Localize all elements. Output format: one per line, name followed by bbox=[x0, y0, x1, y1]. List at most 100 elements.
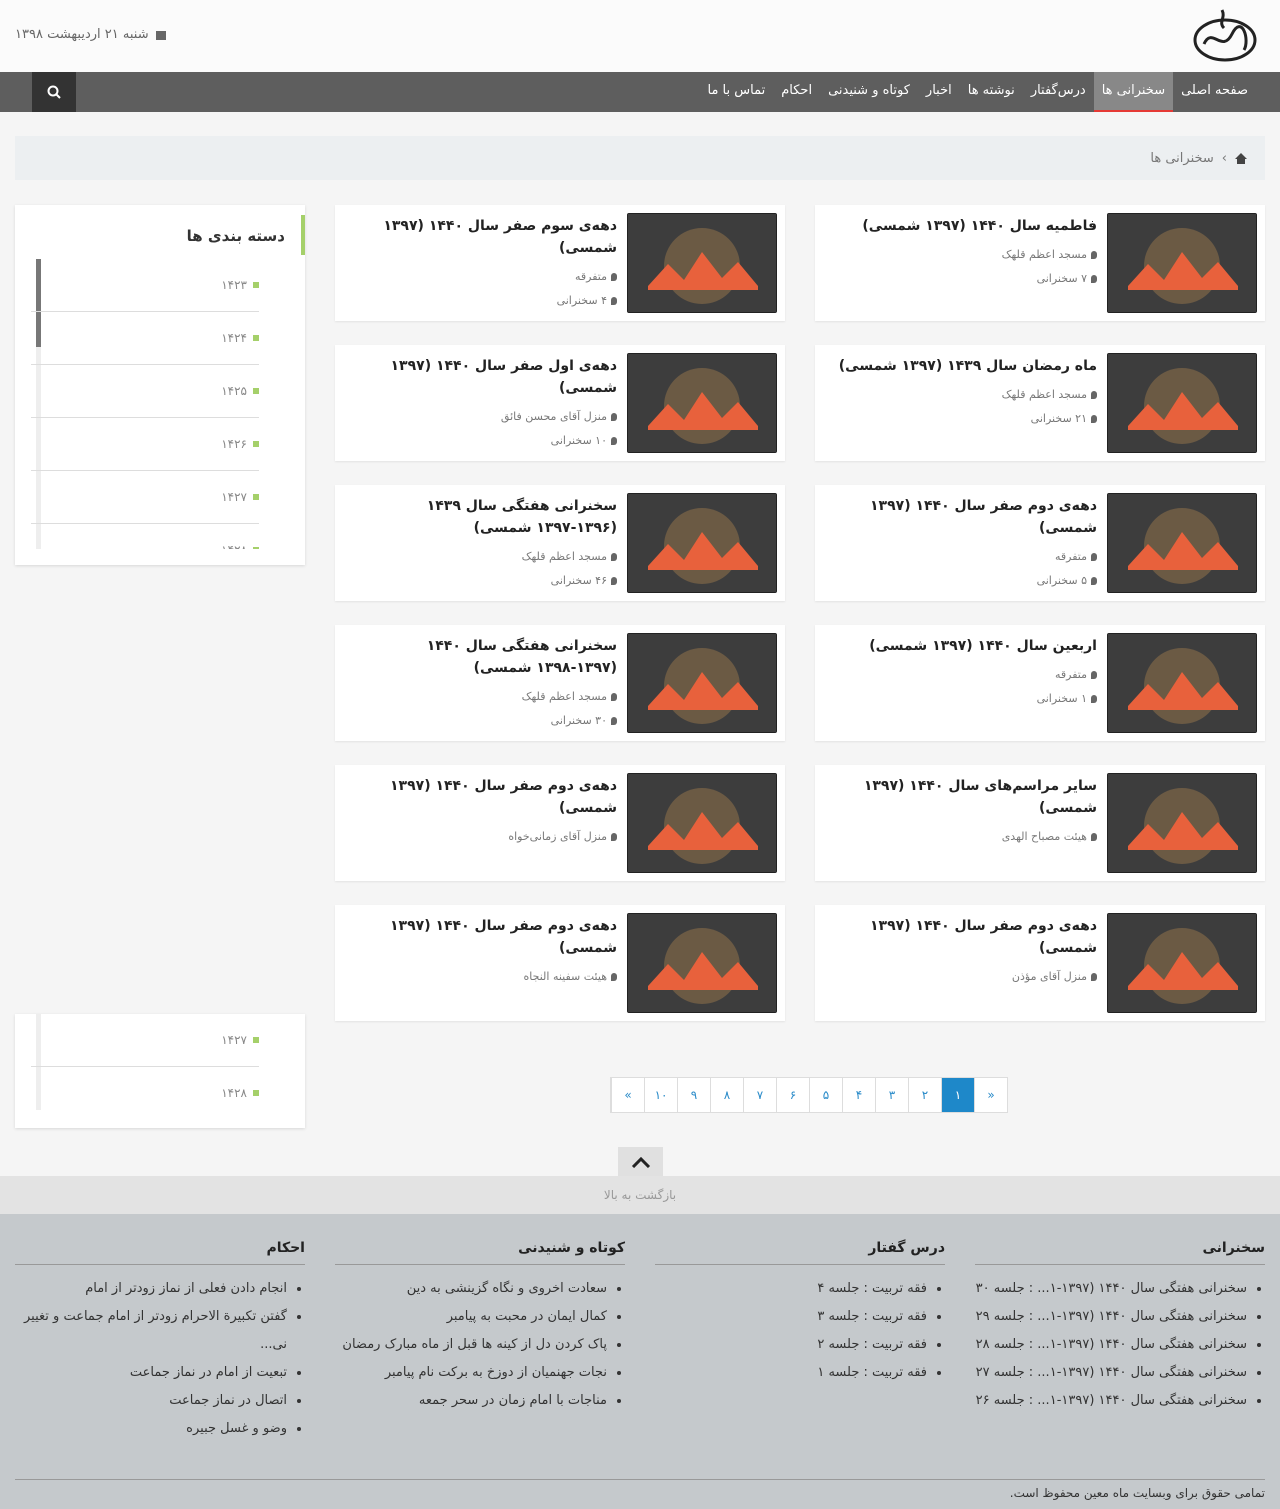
footer-link[interactable]: گفتن تکبیرة الاحرام زودتر از امام جماعت … bbox=[15, 1303, 287, 1359]
category-label: ۱۴۲۸ bbox=[221, 1086, 247, 1100]
breadcrumb: › سخنرانی ها bbox=[15, 136, 1265, 180]
place-icon bbox=[611, 413, 617, 421]
card-title[interactable]: سخنرانی هفتگی سال ۱۴۴۰ (۱۳۹۷-۱۳۹۸ شمسی) bbox=[426, 638, 617, 676]
thumb-art bbox=[628, 354, 776, 452]
nav-bar: صفحه اصلی سخنرانی ها درس‌گفتار نوشته ها اخبا… bbox=[0, 72, 1280, 112]
page-link[interactable]: « bbox=[974, 1078, 1007, 1112]
nav-link[interactable]: اخبار bbox=[925, 83, 952, 98]
home-icon[interactable] bbox=[1235, 152, 1247, 164]
category-item[interactable]: ۱۴۲۷ bbox=[31, 471, 259, 524]
date: شنبه ۲۱ اردیبهشت ۱۳۹۸ bbox=[15, 27, 167, 42]
page-link[interactable]: ۹ bbox=[677, 1078, 710, 1112]
lecture-card[interactable]: اربعین سال ۱۴۴۰ (۱۳۹۷ شمسی) متفرقه ۱ سخنرا… bbox=[815, 625, 1265, 741]
nav-link[interactable]: کوتاه و شنیدنی bbox=[828, 83, 910, 98]
nav-link[interactable]: سخنرانی ها bbox=[1093, 72, 1174, 112]
lecture-card[interactable]: دهه‌ی سوم صفر سال ۱۴۴۰ (۱۳۹۷ شمسی) متفرقه… bbox=[335, 205, 785, 321]
category-item[interactable]: ۱۴۲۶ bbox=[31, 418, 259, 471]
bullet bbox=[253, 388, 259, 394]
logo[interactable] bbox=[1192, 6, 1258, 64]
category-label: ۱۴۲۴ bbox=[221, 331, 247, 345]
card-info: اربعین سال ۱۴۴۰ (۱۳۹۷ شمسی) متفرقه ۱ سخنرا… bbox=[823, 633, 1097, 733]
card-title[interactable]: دهه‌ی دوم صفر سال ۱۴۴۰ (۱۳۹۷ شمسی) bbox=[390, 918, 617, 956]
page-link[interactable]: » bbox=[611, 1078, 644, 1112]
lecture-card[interactable]: دهه‌ی دوم صفر سال ۱۴۴۰ (۱۳۹۷ شمسی) منزل آ… bbox=[815, 905, 1265, 1021]
footer-link[interactable]: کمال ایمان در محبت به پیامبر bbox=[335, 1303, 607, 1331]
footer-link[interactable]: سخنرانی هفتگی سال ۱۴۴۰ (۱۳۹۷-۱... : جلسه… bbox=[975, 1331, 1247, 1359]
category-label: ۱۴۲۳ bbox=[221, 278, 247, 292]
footer-title: سخنرانی bbox=[975, 1240, 1265, 1265]
back-to-top-button[interactable] bbox=[618, 1147, 663, 1176]
search-button[interactable] bbox=[32, 72, 76, 112]
footer-link[interactable]: سخنرانی هفتگی سال ۱۴۴۰ (۱۳۹۷-۱... : جلسه… bbox=[975, 1387, 1247, 1415]
footer-link[interactable]: سخنرانی هفتگی سال ۱۴۴۰ (۱۳۹۷-۱... : جلسه… bbox=[975, 1303, 1247, 1331]
lecture-card[interactable]: فاطمیه سال ۱۴۴۰ (۱۳۹۷ شمسی) مسجد اعظم قله… bbox=[815, 205, 1265, 321]
nav-link[interactable]: احکام bbox=[781, 83, 813, 98]
place-text: مسجد اعظم قلهک bbox=[521, 550, 607, 563]
footer-link[interactable]: سعادت اخروی و نگاه گزینشی به دین bbox=[335, 1275, 607, 1303]
lecture-card[interactable]: دهه‌ی دوم صفر سال ۱۴۴۰ (۱۳۹۷ شمسی) متفرقه… bbox=[815, 485, 1265, 601]
nav-link[interactable]: نوشته ها bbox=[967, 83, 1015, 98]
category-item[interactable]: ۱۴۲۷ bbox=[31, 1014, 259, 1067]
lecture-card[interactable]: سخنرانی هفتگی سال ۱۴۳۹ (۱۳۹۶-۱۳۹۷ شمسی) م… bbox=[335, 485, 785, 601]
nav-link[interactable]: صفحه اصلی bbox=[1181, 83, 1248, 98]
back-to-top[interactable]: بازگشت به بالا bbox=[0, 1176, 1280, 1214]
lecture-card[interactable]: دهه‌ی اول صفر سال ۱۴۴۰ (۱۳۹۷ شمسی) منزل آ… bbox=[335, 345, 785, 461]
category-item[interactable]: ۱۴۲۸ bbox=[31, 1067, 259, 1110]
card-title[interactable]: اربعین سال ۱۴۴۰ (۱۳۹۷ شمسی) bbox=[869, 638, 1097, 654]
footer-link[interactable]: سخنرانی هفتگی سال ۱۴۴۰ (۱۳۹۷-۱... : جلسه… bbox=[975, 1359, 1247, 1387]
page-link[interactable]: ۴ bbox=[842, 1078, 875, 1112]
nav-link[interactable]: تماس با ما bbox=[707, 83, 766, 98]
place-text: منزل آقای محسن فائق bbox=[500, 410, 607, 423]
page-link[interactable]: ۱ bbox=[941, 1078, 974, 1112]
page-link[interactable]: ۱۰ bbox=[644, 1078, 677, 1112]
lecture-card[interactable]: دهه‌ی دوم صفر سال ۱۴۴۰ (۱۳۹۷ شمسی) هیئت س… bbox=[335, 905, 785, 1021]
footer-link[interactable]: فقه تربیت : جلسه ۴ bbox=[655, 1275, 927, 1303]
category-item[interactable]: ۱۴۲۸ bbox=[31, 524, 259, 549]
footer-link[interactable]: انجام دادن فعلی از نماز زودتر از امام bbox=[15, 1275, 287, 1303]
page-link[interactable]: ۲ bbox=[908, 1078, 941, 1112]
footer-link[interactable]: تبعیت از امام در نماز جماعت bbox=[15, 1359, 287, 1387]
count-text: ۲۱ سخنرانی bbox=[1030, 412, 1087, 425]
lecture-card[interactable]: ماه رمضان سال ۱۴۳۹ (۱۳۹۷ شمسی) مسجد اعظم … bbox=[815, 345, 1265, 461]
footer-link[interactable]: نجات جهنمیان از دوزخ به برکت نام پیامبر bbox=[335, 1359, 607, 1387]
card-title[interactable]: فاطمیه سال ۱۴۴۰ (۱۳۹۷ شمسی) bbox=[862, 218, 1097, 234]
footer-link[interactable]: سخنرانی هفتگی سال ۱۴۴۰ (۱۳۹۷-۱... : جلسه… bbox=[975, 1275, 1247, 1303]
card-title[interactable]: سایر مراسم‌های سال ۱۴۴۰ (۱۳۹۷ شمسی) bbox=[863, 778, 1097, 816]
card-title[interactable]: دهه‌ی دوم صفر سال ۱۴۴۰ (۱۳۹۷ شمسی) bbox=[390, 778, 617, 816]
nav-link[interactable]: درس‌گفتار bbox=[1030, 83, 1086, 98]
place-text: متفرقه bbox=[1054, 550, 1087, 563]
card-grid: فاطمیه سال ۱۴۴۰ (۱۳۹۷ شمسی) مسجد اعظم قله… bbox=[335, 205, 1265, 1021]
footer-link[interactable]: پاک کردن دل از کینه ها قبل از ماه مبارک … bbox=[335, 1331, 607, 1359]
footer-link[interactable]: فقه تربیت : جلسه ۲ bbox=[655, 1331, 927, 1359]
lecture-card[interactable]: دهه‌ی دوم صفر سال ۱۴۴۰ (۱۳۹۷ شمسی) منزل آ… bbox=[335, 765, 785, 881]
card-title[interactable]: دهه‌ی اول صفر سال ۱۴۴۰ (۱۳۹۷ شمسی) bbox=[390, 358, 618, 396]
page-link[interactable]: ۸ bbox=[710, 1078, 743, 1112]
footer-link[interactable]: فقه تربیت : جلسه ۱ bbox=[655, 1359, 927, 1387]
category-label: ۱۴۲۶ bbox=[221, 437, 247, 451]
lecture-card[interactable]: سایر مراسم‌های سال ۱۴۴۰ (۱۳۹۷ شمسی) هیئت … bbox=[815, 765, 1265, 881]
card-count: ۱ سخنرانی bbox=[823, 687, 1097, 711]
place-text: متفرقه bbox=[574, 270, 607, 283]
card-title[interactable]: دهه‌ی دوم صفر سال ۱۴۴۰ (۱۳۹۷ شمسی) bbox=[870, 498, 1097, 536]
lecture-card[interactable]: سخنرانی هفتگی سال ۱۴۴۰ (۱۳۹۷-۱۳۹۸ شمسی) م… bbox=[335, 625, 785, 741]
place-text: هیئت مصباح الهدی bbox=[1001, 830, 1087, 843]
card-title[interactable]: دهه‌ی دوم صفر سال ۱۴۴۰ (۱۳۹۷ شمسی) bbox=[870, 918, 1097, 956]
footer-link[interactable]: وضو و غسل جبیره bbox=[15, 1415, 287, 1443]
thumb-art bbox=[1108, 214, 1256, 312]
footer-link[interactable]: اتصال در نماز جماعت bbox=[15, 1387, 287, 1415]
category-item[interactable]: ۱۴۲۳ bbox=[31, 259, 259, 312]
thumb-art bbox=[628, 914, 776, 1012]
footer-link[interactable]: مناجات با امام زمان در سحر جمعه bbox=[335, 1387, 607, 1415]
category-item[interactable]: ۱۴۲۴ bbox=[31, 312, 259, 365]
card-title[interactable]: ماه رمضان سال ۱۴۳۹ (۱۳۹۷ شمسی) bbox=[838, 358, 1097, 374]
page-link[interactable]: ۵ bbox=[809, 1078, 842, 1112]
card-count: ۳۰ سخنرانی bbox=[343, 709, 617, 733]
page-link[interactable]: ۳ bbox=[875, 1078, 908, 1112]
category-item[interactable]: ۱۴۲۵ bbox=[31, 365, 259, 418]
page-link[interactable]: ۷ bbox=[743, 1078, 776, 1112]
card-title[interactable]: دهه‌ی سوم صفر سال ۱۴۴۰ (۱۳۹۷ شمسی) bbox=[383, 218, 617, 256]
footer-link[interactable]: فقه تربیت : جلسه ۳ bbox=[655, 1303, 927, 1331]
card-title[interactable]: سخنرانی هفتگی سال ۱۴۳۹ (۱۳۹۶-۱۳۹۷ شمسی) bbox=[426, 498, 617, 536]
page-link[interactable]: ۶ bbox=[776, 1078, 809, 1112]
